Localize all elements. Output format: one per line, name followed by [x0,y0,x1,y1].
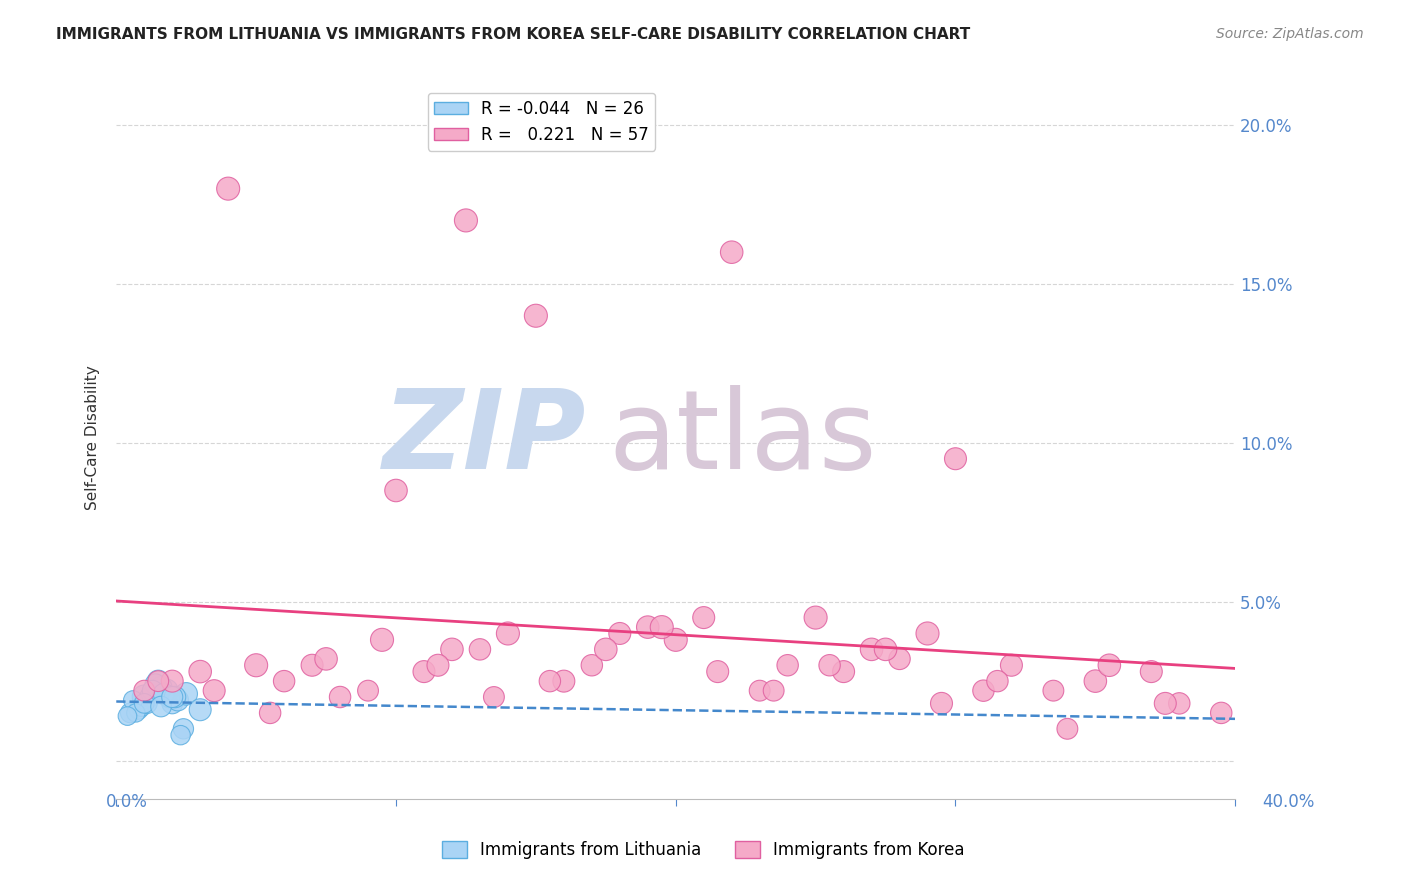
Point [172,722,194,736]
Point [156,683,179,698]
Point [160,690,183,704]
Point [651,620,673,634]
Text: ZIP: ZIP [382,384,586,491]
Point [609,626,631,640]
Point [150,699,173,714]
Point [148,674,170,689]
Point [163,690,186,704]
Point [875,642,897,657]
Point [136,697,159,711]
Point [174,687,197,701]
Point [496,626,519,640]
Point [371,632,394,647]
Point [145,677,167,691]
Point [153,687,176,701]
Text: atlas: atlas [609,384,877,491]
Point [1168,697,1191,711]
Point [1084,674,1107,689]
Text: IMMIGRANTS FROM LITHUANIA VS IMMIGRANTS FROM KOREA SELF-CARE DISABILITY CORRELAT: IMMIGRANTS FROM LITHUANIA VS IMMIGRANTS … [56,27,970,42]
Point [385,483,408,498]
Point [454,213,477,227]
Point [120,706,142,720]
Point [259,706,281,720]
Point [1056,722,1078,736]
Point [637,620,659,634]
Point [160,674,183,689]
Point [1154,697,1177,711]
Point [117,709,139,723]
Point [832,665,855,679]
Point [1000,658,1022,673]
Point [273,674,295,689]
Y-axis label: Self-Care Disability: Self-Care Disability [86,366,100,510]
Point [706,665,728,679]
Point [157,690,180,704]
Point [931,697,953,711]
Point [553,674,575,689]
Legend: R = -0.044   N = 26, R =   0.221   N = 57: R = -0.044 N = 26, R = 0.221 N = 57 [427,93,655,151]
Point [889,652,911,666]
Point [329,690,352,704]
Point [122,693,145,707]
Point [134,690,156,704]
Text: Source: ZipAtlas.com: Source: ZipAtlas.com [1216,27,1364,41]
Point [693,610,716,624]
Point [427,658,450,673]
Point [524,309,547,323]
Text: 40.0%: 40.0% [1263,793,1315,811]
Point [202,683,225,698]
Point [468,642,491,657]
Point [1211,706,1233,720]
Point [134,697,156,711]
Point [188,703,211,717]
Point [131,699,153,714]
Point [169,728,191,742]
Point [188,665,211,679]
Point [440,642,463,657]
Point [860,642,883,657]
Point [142,683,165,698]
Point [1140,665,1163,679]
Point [986,674,1008,689]
Point [148,674,170,689]
Point [720,245,742,260]
Point [1042,683,1064,698]
Point [315,652,337,666]
Point [818,658,841,673]
Point [134,683,156,698]
Point [160,697,183,711]
Point [776,658,799,673]
Text: 0.0%: 0.0% [105,793,148,811]
Point [301,658,323,673]
Point [917,626,939,640]
Point [139,690,162,704]
Point [413,665,436,679]
Point [595,642,617,657]
Point [762,683,785,698]
Point [217,181,239,195]
Point [1098,658,1121,673]
Point [538,674,561,689]
Point [482,690,505,704]
Point [665,632,688,647]
Legend: Immigrants from Lithuania, Immigrants from Korea: Immigrants from Lithuania, Immigrants fr… [434,834,972,866]
Point [150,681,173,695]
Point [128,703,150,717]
Point [581,658,603,673]
Point [945,451,967,466]
Point [166,693,188,707]
Point [804,610,827,624]
Point [125,706,148,720]
Point [748,683,770,698]
Point [357,683,380,698]
Point [245,658,267,673]
Point [972,683,994,698]
